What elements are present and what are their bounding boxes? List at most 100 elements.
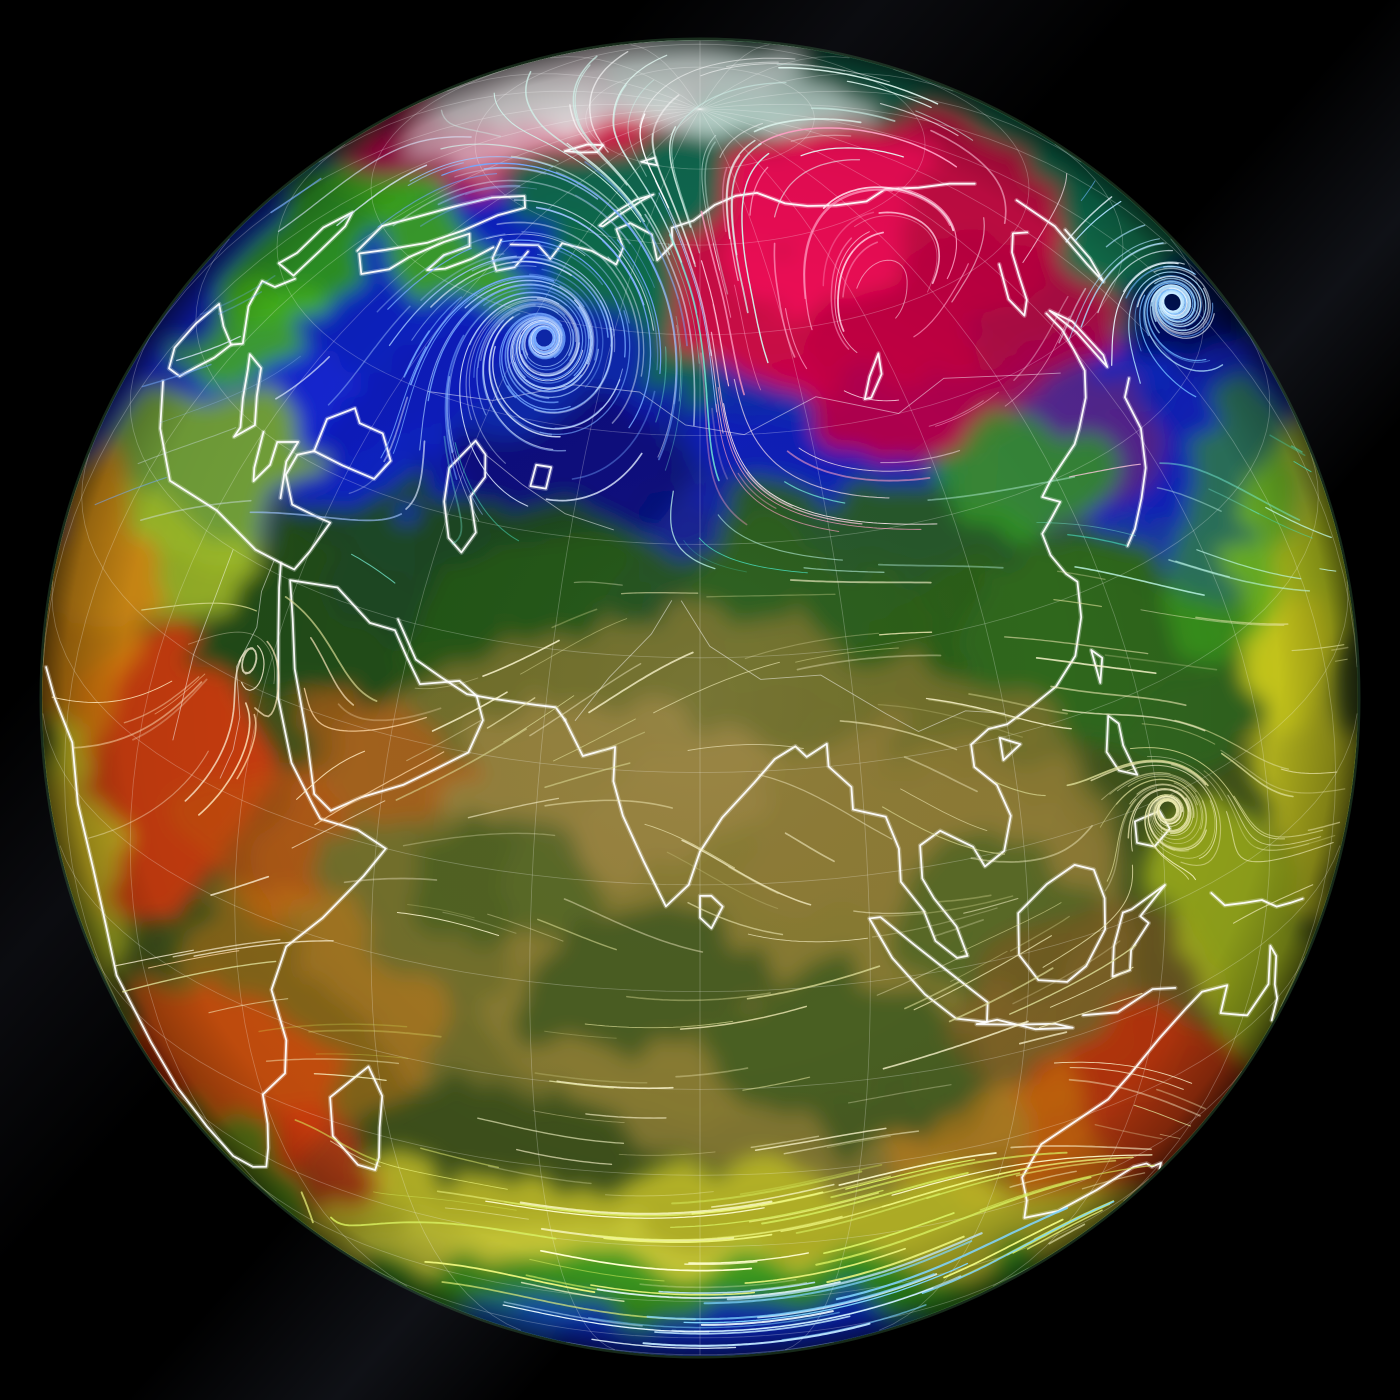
wind-streamline: [1057, 570, 1106, 581]
graticule-meridian: [318, 90, 701, 163]
wind-streamline: [644, 213, 696, 427]
wind-streamline: [1128, 271, 1207, 384]
wind-streamline: [717, 514, 843, 561]
wind-streamline: [520, 297, 579, 375]
wind-streamline: [513, 306, 592, 389]
wind-streamline: [960, 902, 1062, 953]
wind-streamline: [843, 390, 900, 402]
coastline-caspian-sea: [443, 439, 487, 554]
wind-streamline: [822, 211, 875, 287]
wind-streamline: [1080, 242, 1164, 328]
wind-streamline: [1053, 1061, 1193, 1084]
wind-streamline: [380, 346, 427, 459]
coastline-new-guinea: [1210, 892, 1304, 908]
wind-streamline: [448, 292, 567, 515]
wind-streamline: [891, 1154, 1153, 1196]
wind-streamline: [876, 952, 969, 996]
wind-streamline: [803, 567, 885, 573]
wind-streamline: [700, 210, 745, 396]
wind-streamline: [1122, 261, 1185, 293]
wind-streamline: [700, 352, 748, 526]
wind-streamline: [313, 1073, 387, 1082]
wind-streamline: [700, 63, 890, 83]
wind-streamline: [1066, 759, 1209, 787]
wind-streamline: [487, 1165, 592, 1185]
wind-streamline: [839, 720, 958, 751]
wind-streamline: [430, 260, 572, 308]
wind-streamline: [1111, 262, 1179, 366]
wind-streamline: [1065, 196, 1113, 243]
wind-streamline: [501, 313, 571, 411]
wind-streamline: [856, 259, 908, 319]
wind-streamline: [642, 1322, 871, 1347]
wind-streamline: [420, 252, 505, 301]
wind-streamline: [172, 939, 281, 958]
coastline-iberia: [168, 303, 232, 378]
wind-streamline: [437, 184, 521, 206]
border-russia-south-border: [428, 372, 1061, 436]
wind-streamline: [309, 636, 355, 706]
wind-streamline: [845, 1159, 976, 1190]
wind-streamline: [1104, 786, 1156, 892]
graticule-meridian: [699, 44, 770, 110]
wind-streamline: [444, 1207, 529, 1220]
wind-streamline: [473, 301, 566, 378]
wind-streamline: [1265, 506, 1332, 539]
wind-streamline: [613, 84, 683, 263]
wind-streamline: [493, 92, 642, 223]
wind-streamline: [1162, 292, 1183, 313]
graticule-parallel: [157, 1070, 1243, 1248]
wind-streamline: [315, 1053, 409, 1059]
wind-streamline: [700, 1310, 834, 1326]
wind-streamline: [653, 661, 780, 714]
wind-streamline: [666, 851, 779, 910]
wind-streamline: [444, 334, 465, 480]
wind-streamline: [679, 1005, 808, 1030]
coastline-france-coast: [230, 277, 296, 346]
wind-streamline: [773, 159, 861, 218]
wind-streamline: [618, 1151, 716, 1156]
wind-streamline: [521, 322, 559, 354]
wind-streamline: [932, 919, 984, 938]
wind-streamline: [1331, 646, 1349, 651]
wind-streamline: [540, 1249, 753, 1272]
border-layer: [172, 372, 1061, 779]
wind-streamline: [1009, 915, 1070, 952]
wind-streamline: [1018, 1031, 1068, 1045]
wind-streamline: [275, 356, 330, 400]
wind-streamline: [1081, 1172, 1146, 1190]
wind-streamline: [826, 1135, 891, 1148]
wind-streamline: [544, 762, 631, 789]
wind-streamline: [1012, 1203, 1111, 1254]
wind-streamline: [904, 981, 960, 1010]
wind-streamline: [409, 156, 554, 182]
wind-streamline: [830, 1151, 1068, 1199]
coastline-japan: [1124, 377, 1147, 547]
wind-streamline: [683, 540, 747, 573]
wind-streamline: [512, 318, 562, 378]
wind-streamline: [1319, 568, 1337, 572]
coastline-india-seasia-china: [563, 312, 1087, 959]
wind-streamline: [639, 1279, 797, 1289]
wind-streamline: [1067, 238, 1160, 342]
wind-streamline: [513, 199, 655, 331]
wind-streamline: [748, 1192, 879, 1223]
wind-streamline: [948, 967, 1054, 1023]
wind-streamline: [928, 400, 984, 427]
wind-streamline: [1026, 1209, 1103, 1250]
wind-streamline: [1067, 534, 1128, 547]
wind-streamline: [392, 179, 631, 245]
wind-streamline: [1156, 487, 1222, 512]
graticule-meridian: [550, 56, 701, 110]
wind-streamline: [1156, 1088, 1206, 1110]
wind-streamline: [523, 306, 572, 368]
wind-streamline: [482, 639, 560, 677]
wind-streamline: [1062, 709, 1206, 732]
wind-streamline: [1069, 1067, 1184, 1090]
wind-streamline: [879, 103, 959, 137]
wind-streamline: [1080, 180, 1096, 202]
wind-streamline: [258, 1023, 408, 1033]
wind-streamline: [528, 273, 599, 361]
